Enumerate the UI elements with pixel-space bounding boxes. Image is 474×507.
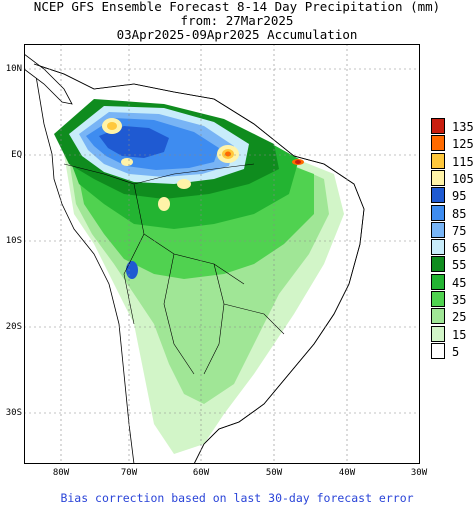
legend-label-115: 115 (452, 154, 474, 169)
legend-label-125: 125 (452, 137, 474, 152)
legend-swatch-55 (431, 256, 445, 273)
precip-105-c (158, 197, 170, 211)
legend-label-95: 95 (452, 189, 467, 204)
legend-swatch-135 (431, 118, 445, 134)
legend-label-65: 65 (452, 241, 467, 256)
precipitation-map (24, 44, 420, 464)
land-central-america (24, 53, 73, 105)
legend-swatch-125 (431, 135, 445, 152)
legend-label-45: 45 (452, 275, 467, 290)
precip-105-d (121, 158, 133, 166)
lat-label-30s: 30S (5, 408, 22, 418)
legend-swatch-75 (431, 221, 445, 238)
legend-swatch-45 (431, 273, 445, 290)
legend-swatch-95 (431, 187, 445, 204)
lon-label-40w: 40W (338, 468, 356, 478)
title-line-3: 03Apr2025-09Apr2025 Accumulation (116, 27, 358, 42)
lat-label-10n: 10N (5, 64, 22, 74)
precip-125-b (225, 151, 231, 157)
legend-swatch-25 (431, 308, 445, 325)
lat-label-10s: 10S (5, 236, 22, 246)
legend-label-35: 35 (452, 293, 467, 307)
lon-label-70w: 70W (120, 468, 138, 478)
legend-swatch-85 (431, 204, 445, 221)
country-borders (63, 163, 285, 375)
title-line-1: NCEP GFS Ensemble Forecast 8-14 Day Prec… (33, 0, 441, 14)
lon-label-50w: 50W (265, 468, 283, 478)
legend-label-105: 105 (452, 171, 474, 186)
precip-115-a (107, 122, 117, 130)
precip-105-e (177, 179, 191, 189)
gridlines (24, 44, 420, 464)
coastline (33, 63, 365, 464)
map-border (24, 44, 420, 464)
legend-swatch-65 (431, 239, 445, 256)
legend-swatch-105 (431, 169, 445, 186)
precip-135-coast (295, 160, 301, 164)
legend-label-25: 25 (452, 310, 467, 325)
legend-swatch-115 (431, 152, 445, 169)
title-line-2: from: 27Mar2025 (180, 13, 294, 28)
legend-swatch-15 (431, 325, 445, 342)
bias-correction-note: Bias correction based on last 30-day for… (60, 491, 414, 505)
legend-label-85: 85 (452, 206, 467, 221)
lon-label-80w: 80W (52, 468, 70, 478)
map-canvas (24, 44, 420, 464)
lon-label-60w: 60W (192, 468, 210, 478)
precip-95 (99, 126, 169, 158)
lon-label-30w: 30W (410, 468, 428, 478)
legend-label-15: 15 (452, 327, 467, 342)
legend-label-135: 135 (452, 120, 474, 134)
legend-label-5: 5 (452, 344, 460, 359)
lat-label-20s: 20S (5, 322, 22, 332)
legend-swatch-35 (431, 291, 445, 307)
legend-label-55: 55 (452, 258, 467, 273)
lat-label-eq: EQ (11, 150, 22, 160)
legend-label-75: 75 (452, 223, 467, 238)
precip-95-west (126, 261, 138, 279)
legend-swatch-5 (431, 342, 445, 359)
